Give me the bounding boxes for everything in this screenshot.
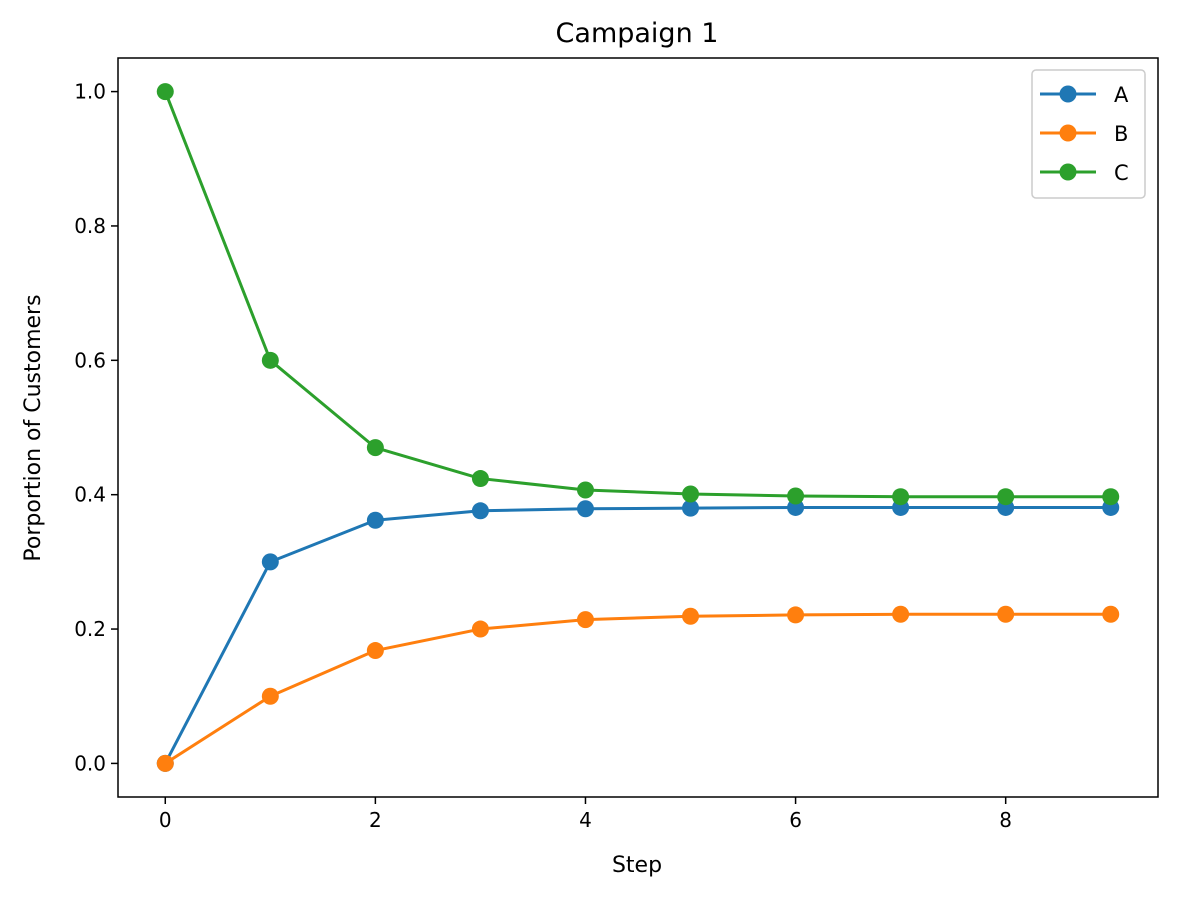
series-b-point <box>366 642 384 660</box>
series-a-point <box>471 502 489 520</box>
series-b-point <box>787 606 805 624</box>
series-c-point <box>682 485 700 503</box>
series-a-line <box>163 505 1111 765</box>
legend-a-marker <box>1059 85 1077 103</box>
x-axis-ticks: 0 2 4 6 8 <box>159 797 1012 832</box>
series-b-point <box>682 607 700 625</box>
chart-title: Campaign 1 <box>556 18 719 49</box>
x-tick-label: 2 <box>369 808 382 832</box>
series-c-point <box>366 439 384 457</box>
y-axis-ticks: 0.0 0.2 0.4 0.6 0.8 1.0 <box>74 80 118 775</box>
series-b-point <box>997 605 1015 623</box>
series-c-point <box>892 488 910 506</box>
series-a-point <box>366 511 384 529</box>
legend-a-label: A <box>1114 83 1129 107</box>
series-a-point <box>576 500 594 518</box>
series-a-point <box>682 499 700 517</box>
y-tick-label: 0.6 <box>74 348 106 372</box>
series-c-point <box>576 481 594 499</box>
series-b-point <box>576 611 594 629</box>
legend-c-label: C <box>1114 161 1129 185</box>
series-b-point <box>261 687 279 705</box>
series-c-point <box>156 83 174 101</box>
y-tick-label: 1.0 <box>74 80 106 104</box>
x-tick-label: 8 <box>999 808 1012 832</box>
series-layer <box>156 83 1120 772</box>
x-tick-label: 4 <box>579 808 592 832</box>
series-c-point <box>787 487 805 505</box>
y-axis-label: Porportion of Customers <box>21 294 46 561</box>
series-b-point <box>1102 605 1120 623</box>
series-c-point <box>261 351 279 369</box>
legend-b-marker <box>1059 124 1077 142</box>
y-tick-label: 0.4 <box>74 483 106 507</box>
series-c-point <box>1102 488 1120 506</box>
series-b-point <box>892 605 910 623</box>
legend: ABC <box>1031 69 1146 199</box>
y-tick-label: 0.8 <box>74 214 106 238</box>
x-tick-label: 0 <box>159 808 172 832</box>
x-tick-label: 6 <box>789 808 802 832</box>
x-axis-label: Step <box>612 853 662 878</box>
series-b-point <box>471 620 489 638</box>
series-b-line <box>164 612 1111 765</box>
legend-c-marker <box>1059 163 1077 181</box>
series-c-point <box>997 488 1015 506</box>
series-c-point <box>471 470 489 488</box>
plot-frame <box>117 57 1159 798</box>
series-c-line <box>163 91 1111 499</box>
y-tick-label: 0.2 <box>74 617 106 641</box>
legend-b-label: B <box>1114 122 1128 146</box>
y-tick-label: 0.0 <box>74 751 106 775</box>
series-b-point <box>156 754 174 772</box>
series-a-point <box>261 553 279 571</box>
